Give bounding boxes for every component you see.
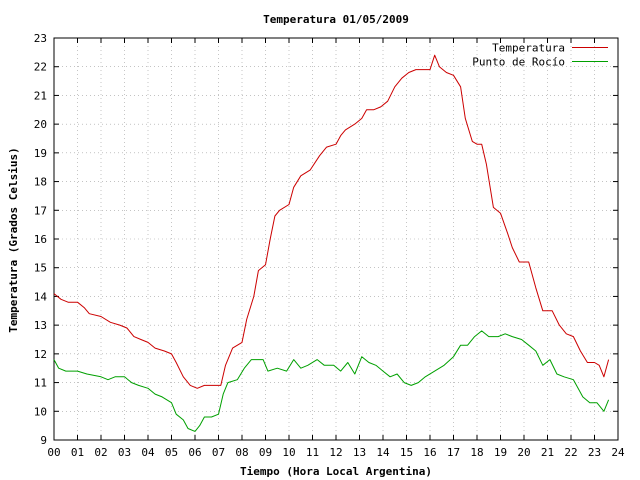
y-tick-label: 18 [34, 176, 47, 189]
x-tick-label: 16 [423, 446, 436, 459]
x-tick-label: 00 [47, 446, 60, 459]
y-tick-label: 21 [34, 89, 47, 102]
y-tick-label: 23 [34, 32, 47, 45]
x-tick-label: 10 [282, 446, 295, 459]
y-tick-label: 10 [34, 405, 47, 418]
y-tick-label: 20 [34, 118, 47, 131]
x-tick-label: 14 [376, 446, 390, 459]
x-tick-label: 19 [494, 446, 507, 459]
x-tick-label: 05 [165, 446, 178, 459]
x-tick-label: 09 [259, 446, 272, 459]
y-tick-label: 19 [34, 147, 47, 160]
x-tick-label: 21 [541, 446, 554, 459]
x-tick-label: 17 [447, 446, 460, 459]
y-tick-label: 13 [34, 319, 47, 332]
y-axis-label: Temperatura (Grados Celsius) [7, 147, 20, 332]
y-tick-label: 17 [34, 204, 47, 217]
x-tick-label: 02 [94, 446, 107, 459]
y-tick-label: 22 [34, 61, 47, 74]
x-tick-label: 13 [353, 446, 366, 459]
x-axis-label: Tiempo (Hora Local Argentina) [240, 465, 432, 478]
series-line-temperatura [53, 54, 610, 389]
grid-lines [54, 38, 618, 440]
x-tick-label: 03 [118, 446, 131, 459]
x-tick-label: 06 [188, 446, 201, 459]
series-layer [53, 54, 610, 432]
y-tick-label: 11 [34, 377, 47, 390]
x-tick-label: 12 [329, 446, 342, 459]
y-tick-label: 12 [34, 348, 47, 361]
y-tick-label: 9 [40, 434, 47, 447]
chart-title: Temperatura 01/05/2009 [263, 13, 409, 26]
x-tick-label: 22 [564, 446, 577, 459]
y-tick-label: 14 [34, 290, 48, 303]
x-tick-label: 18 [470, 446, 483, 459]
x-tick-label: 24 [611, 446, 625, 459]
x-tick-label: 23 [588, 446, 601, 459]
legend-label-punto-de-rocio: Punto de Rocío [472, 56, 565, 69]
x-tick-label: 20 [517, 446, 530, 459]
series-line-punto-de-rocio [53, 330, 610, 432]
x-tick-label: 07 [212, 446, 225, 459]
y-tick-label: 16 [34, 233, 47, 246]
legend-label-temperatura: Temperatura [492, 42, 565, 55]
x-tick-label: 15 [400, 446, 413, 459]
x-tick-label: 08 [235, 446, 248, 459]
axes [53, 37, 619, 441]
legend: Temperatura Punto de Rocío [472, 42, 608, 69]
tick-labels: 00 01 02 03 04 05 06 07 08 09 10 11 12 13 14 15 16 17 18 19… [34, 32, 625, 459]
x-tick-label: 11 [306, 446, 319, 459]
x-tick-label: 04 [141, 446, 155, 459]
x-tick-label: 01 [71, 446, 84, 459]
y-tick-label: 15 [34, 262, 47, 275]
